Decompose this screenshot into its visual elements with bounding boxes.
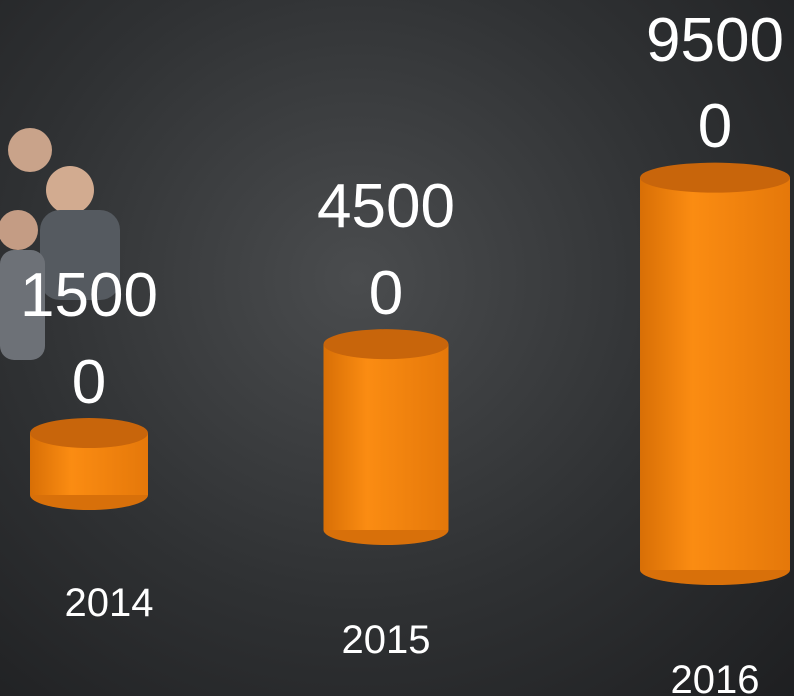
people-photo xyxy=(0,128,120,360)
bar-top xyxy=(30,418,148,449)
x-tick-label: 2016 xyxy=(670,658,760,696)
x-tick-label: 2015 xyxy=(341,618,431,662)
bar-top xyxy=(323,329,449,360)
value-label: 95000 xyxy=(646,5,784,162)
value-label: 15000 xyxy=(20,261,158,417)
bar xyxy=(30,418,148,510)
bar-body xyxy=(640,177,790,570)
bar xyxy=(640,162,790,585)
bar-body xyxy=(323,344,449,530)
bar-top xyxy=(640,162,790,193)
bar xyxy=(323,329,449,545)
value-label: 45000 xyxy=(317,172,455,328)
x-tick-label: 2014 xyxy=(64,581,154,625)
